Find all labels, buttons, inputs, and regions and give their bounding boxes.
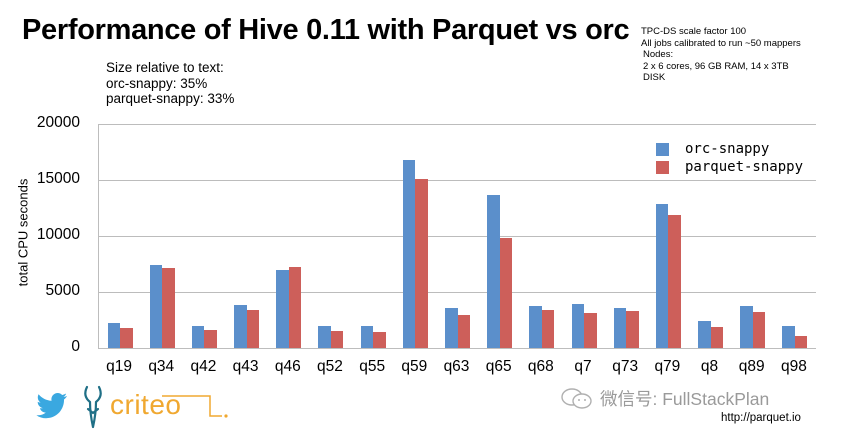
bar-q8-parquet-snappy [710, 327, 724, 348]
setup-line: DISK [643, 72, 666, 83]
bar-q42-orc-snappy [191, 325, 205, 348]
x-tick-label: q8 [700, 358, 719, 375]
x-tick-label: q34 [148, 358, 175, 375]
bar-q34-orc-snappy [149, 265, 163, 348]
gridline [99, 236, 816, 237]
size-note-parquet: parquet-snappy: 33% [106, 91, 235, 106]
x-tick-label: q63 [443, 358, 470, 375]
size-note: Size relative to text: orc-snappy: 35% p… [106, 60, 234, 107]
setup-line: 2 x 6 cores, 96 GB RAM, 14 x 3TB [643, 60, 789, 72]
x-tick-label: q7 [574, 358, 592, 375]
parquet-swatch-icon [656, 160, 669, 174]
setup-line: All jobs calibrated to run ~50 mappers [641, 37, 801, 49]
bar-q59-parquet-snappy [415, 178, 428, 348]
bar-q43-parquet-snappy [246, 309, 260, 348]
bar-q7-orc-snappy [571, 303, 585, 348]
x-tick-label: q79 [654, 358, 681, 375]
wechat-watermark: 微信号: FullStackPlan [560, 386, 769, 411]
x-tick-label: q73 [612, 358, 639, 375]
criteo-wordmark: criteo [110, 389, 182, 420]
gridline [99, 124, 816, 125]
bar-q43-orc-snappy [234, 305, 247, 348]
antelope-logo-icon [84, 385, 102, 429]
x-tick-label: q89 [738, 358, 765, 375]
legend-label: orc-snappy [685, 141, 770, 157]
bar-q73-orc-snappy [613, 307, 627, 348]
setup-line: Nodes: [643, 49, 674, 60]
legend-item-orc: orc-snappy [656, 140, 803, 158]
bar-q46-orc-snappy [276, 269, 289, 348]
gridline [99, 292, 816, 293]
x-tick-label: q19 [106, 358, 133, 375]
x-tick-label: q59 [401, 358, 428, 375]
bar-q63-orc-snappy [445, 307, 458, 348]
bar-q34-parquet-snappy [162, 268, 175, 348]
x-tick-label: q55 [359, 358, 386, 375]
x-tick-label: q52 [317, 358, 343, 375]
x-tick-label: q43 [232, 358, 259, 375]
bar-q68-orc-snappy [529, 306, 542, 348]
bar-q98-orc-snappy [782, 326, 795, 348]
x-tick-label: q68 [527, 358, 554, 375]
size-note-orc: orc-snappy: 35% [106, 75, 208, 91]
bar-q89-orc-snappy [740, 306, 753, 348]
gridline [99, 180, 816, 181]
chart-title: Performance of Hive 0.11 with Parquet vs… [22, 14, 630, 46]
bar-q79-orc-snappy [655, 203, 669, 348]
legend: orc-snappy parquet-snappy [656, 140, 803, 176]
bar-q73-parquet-snappy [626, 311, 639, 348]
bar-q52-orc-snappy [318, 326, 331, 348]
bar-q46-parquet-snappy [288, 267, 302, 348]
bar-q8-orc-snappy [698, 320, 711, 348]
y-tick-label: 10000 [36, 226, 80, 243]
bar-q98-parquet-snappy [794, 335, 808, 348]
bar-q65-orc-snappy [487, 194, 500, 348]
x-tick-label: q65 [485, 358, 512, 375]
bar-q42-parquet-snappy [204, 329, 217, 348]
bar-q19-parquet-snappy [120, 327, 133, 348]
y-tick-label: 0 [71, 338, 80, 355]
parquet-url: http://parquet.io [721, 412, 801, 424]
watermark-text: 微信号: FullStackPlan [600, 389, 770, 409]
bar-q68-parquet-snappy [541, 309, 555, 348]
criteo-bracket-icon [162, 395, 228, 418]
twitter-bird-icon [36, 393, 67, 419]
wechat-icon [561, 387, 592, 409]
plot-area [98, 124, 816, 349]
bar-q63-parquet-snappy [457, 314, 470, 348]
bar-q7-parquet-snappy [584, 313, 597, 348]
setup-line: TPC-DS scale factor 100 [641, 26, 747, 37]
x-tick-label: q98 [780, 358, 807, 375]
bar-q55-orc-snappy [360, 325, 374, 348]
x-tick-label: q46 [274, 358, 301, 375]
bar-q89-parquet-snappy [752, 312, 766, 348]
legend-item-parquet: parquet-snappy [656, 158, 803, 176]
bar-q19-orc-snappy [107, 323, 121, 348]
orc-swatch-icon [656, 142, 669, 156]
y-tick-label: 15000 [36, 170, 80, 187]
size-note-heading: Size relative to text: [106, 60, 224, 75]
criteo-logo: criteo [110, 389, 181, 421]
bar-q52-parquet-snappy [330, 330, 344, 348]
bar-q65-parquet-snappy [499, 238, 513, 348]
y-tick-label: 5000 [45, 282, 80, 299]
bar-q59-orc-snappy [402, 159, 416, 348]
x-tick-label: q42 [190, 358, 217, 375]
bar-q79-parquet-snappy [668, 215, 681, 348]
y-tick-label: 20000 [36, 114, 80, 131]
bar-q55-parquet-snappy [373, 332, 386, 348]
legend-label: parquet-snappy [685, 159, 804, 175]
setup-note: TPC-DS scale factor 100 All jobs calibra… [641, 26, 801, 84]
